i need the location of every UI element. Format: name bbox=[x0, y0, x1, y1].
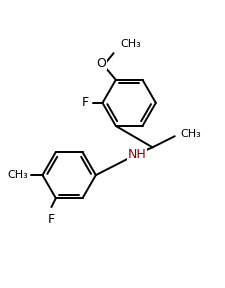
Text: O: O bbox=[96, 57, 106, 70]
Text: F: F bbox=[82, 96, 89, 109]
Text: CH₃: CH₃ bbox=[180, 129, 201, 139]
Text: F: F bbox=[48, 213, 55, 226]
Text: CH₃: CH₃ bbox=[7, 170, 28, 180]
Text: NH: NH bbox=[128, 148, 146, 161]
Text: CH₃: CH₃ bbox=[120, 39, 141, 49]
